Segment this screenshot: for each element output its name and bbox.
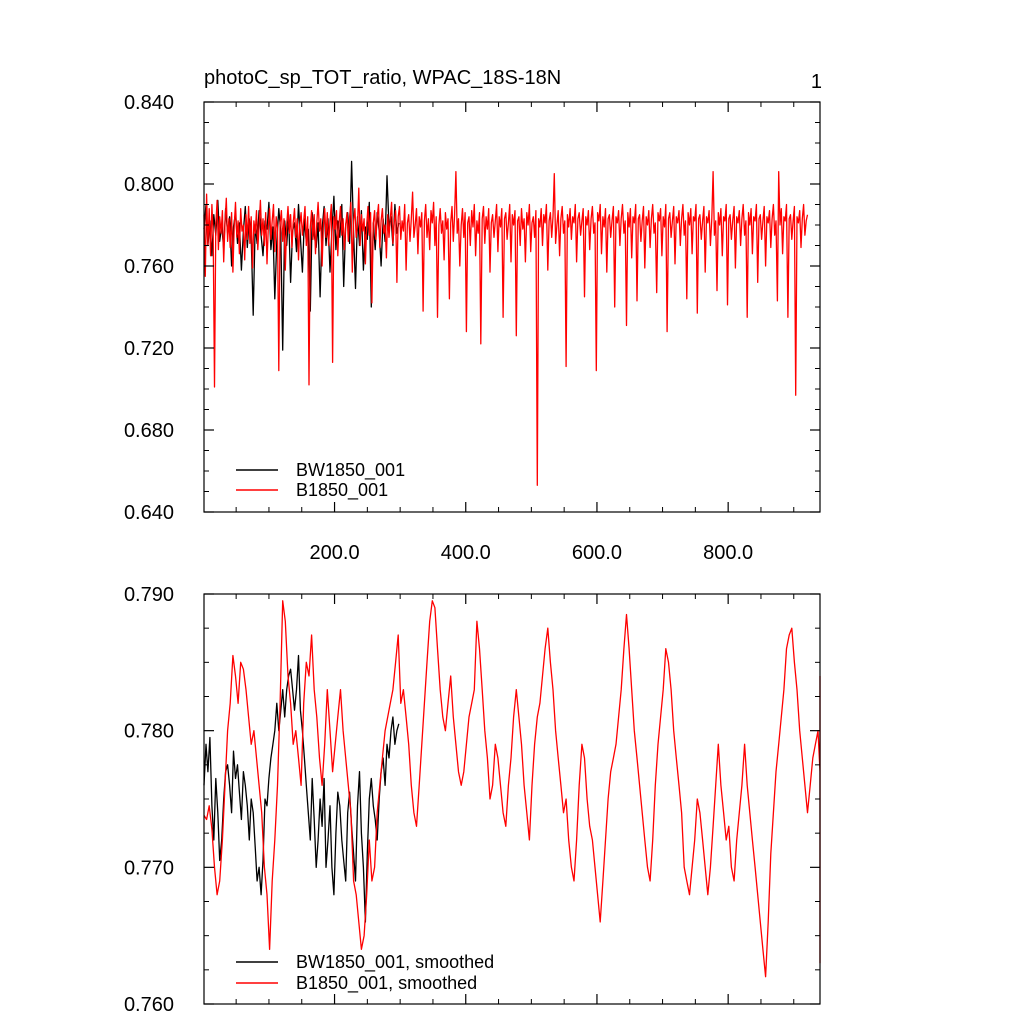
y-tick-label: 0.680 [124,420,174,442]
y-tick-label: 0.720 [124,338,174,360]
top-panel: photoC_sp_TOT_ratio, WPAC_18S-18N 1 0.64… [124,67,822,564]
bottom-plot-frame [203,593,821,1005]
y-tick-label: 0.760 [124,256,174,278]
panel-label: 1 [811,71,822,93]
legend-label-1: B1850_001 [296,480,388,501]
y-tick-label: 0.770 [124,857,174,879]
legend-label-0: BW1850_001 [296,460,405,481]
legend-label-0: BW1850_001, smoothed [296,952,494,973]
bottom-x-axis [235,594,795,1004]
x-tick-label: 800.0 [703,542,753,564]
top-series-lines [203,160,809,486]
x-tick-label: 600.0 [572,542,622,564]
top-y-axis: 0.640 0.680 0.720 0.760 0.800 0.840 [124,92,820,524]
x-tick-label: 400.0 [441,542,491,564]
series-line-1 [203,171,809,486]
y-tick-label: 0.800 [124,174,174,196]
series-line-1 [203,600,821,978]
y-tick-label: 0.840 [124,92,174,114]
y-tick-label: 0.760 [124,994,174,1016]
bottom-y-axis: 0.760 0.770 0.780 0.790 [124,584,820,1016]
y-tick-label: 0.640 [124,502,174,524]
series-line-0 [203,654,400,923]
top-plot-frame [203,101,821,513]
chart-title: photoC_sp_TOT_ratio, WPAC_18S-18N [204,67,561,89]
x-tick-label: 200.0 [310,542,360,564]
y-tick-label: 0.790 [124,584,174,606]
top-x-axis: 200.0 400.0 600.0 800.0 [235,102,795,564]
legend-label-1: B1850_001, smoothed [296,973,477,994]
bottom-series-lines [203,600,821,978]
y-tick-label: 0.780 [124,721,174,743]
bottom-panel: 0.760 0.770 0.780 0.790 BW1850_001, smoothe… [124,584,821,1016]
